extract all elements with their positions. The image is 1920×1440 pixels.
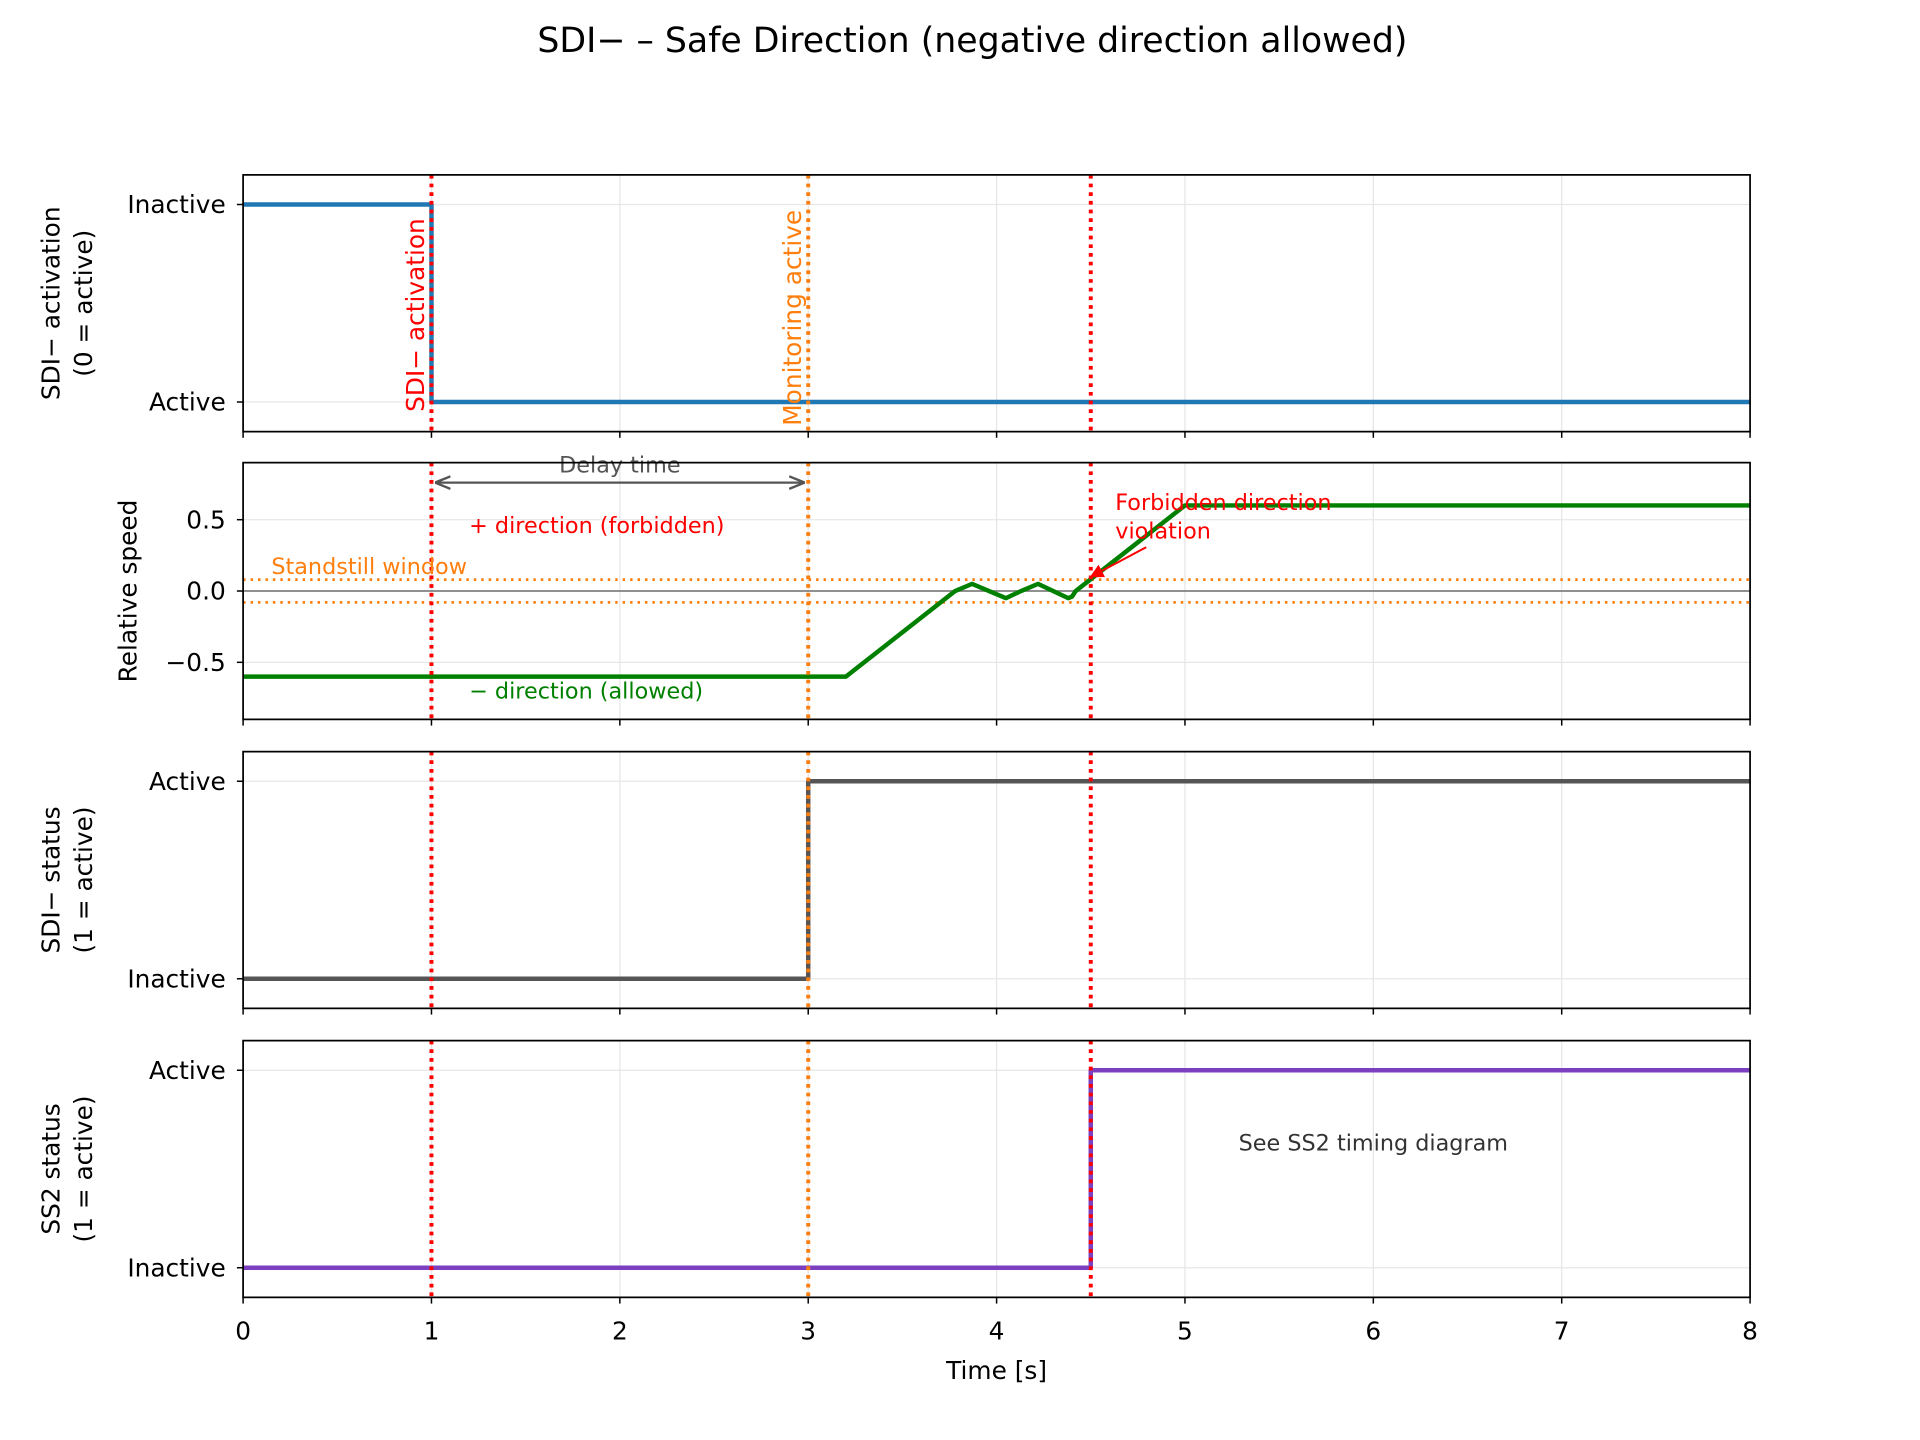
y-axis-label-line: SDI− activation xyxy=(37,206,66,400)
axes-frame xyxy=(242,461,1751,721)
y-tick-label: Active xyxy=(149,767,226,796)
x-tick-label: 0 xyxy=(235,1317,251,1346)
y-tick-label: 0.5 xyxy=(186,505,225,534)
x-tick-label: 1 xyxy=(424,1317,440,1346)
plot-area xyxy=(243,462,1751,720)
x-axis-label: Time [s] xyxy=(945,1356,1047,1385)
x-tick-label: 6 xyxy=(1365,1317,1381,1346)
annotation: Monitoring active xyxy=(778,210,807,426)
axes-frame xyxy=(242,174,1751,433)
annotation: See SS2 timing diagram xyxy=(1239,1131,1508,1157)
y-axis-label-line: Relative speed xyxy=(113,500,142,683)
y-tick-label: Inactive xyxy=(127,964,225,993)
series-line xyxy=(243,779,1751,981)
plot-area xyxy=(243,1040,1751,1298)
y-axis-label-line: (1 = active) xyxy=(69,1095,98,1242)
annotation-line: violation xyxy=(1115,519,1211,545)
figure-title: SDI− – Safe Direction (negative directio… xyxy=(537,21,1407,61)
plot-area xyxy=(243,751,1751,1009)
y-axis-label: SDI− status (1 = active) xyxy=(37,806,98,953)
axes-frame xyxy=(242,1039,1751,1299)
y-axis-label-line: (0 = active) xyxy=(69,230,98,377)
x-tick-label: 4 xyxy=(989,1317,1005,1346)
series-line xyxy=(243,503,1751,679)
x-tick-label: 2 xyxy=(612,1317,628,1346)
annotation: SDI− activation xyxy=(401,218,430,412)
y-tick-label: 0.0 xyxy=(186,577,225,606)
annotation-arrow xyxy=(1089,546,1147,578)
plot-area xyxy=(243,174,1751,432)
y-axis-label-line: SS2 status xyxy=(37,1103,66,1234)
y-tick-label: Inactive xyxy=(127,1253,225,1282)
y-tick-label: Inactive xyxy=(127,190,225,219)
series-line xyxy=(243,1068,1751,1270)
y-tick-label: Active xyxy=(149,1056,226,1085)
annotation: + direction (forbidden) xyxy=(469,513,724,539)
annotation: Forbidden direction violation xyxy=(1115,490,1331,545)
y-tick-label: Active xyxy=(149,388,226,417)
annotation: − direction (allowed) xyxy=(469,678,703,704)
y-tick-label: −0.5 xyxy=(166,648,226,677)
x-tick-label: 7 xyxy=(1554,1317,1570,1346)
annotation: Standstill window xyxy=(271,554,467,580)
span-label: Delay time xyxy=(559,453,681,479)
y-axis-label-line: SDI− status xyxy=(37,806,66,953)
x-tick-label: 5 xyxy=(1177,1317,1193,1346)
y-axis-label: SDI− activation (0 = active) xyxy=(37,206,98,400)
y-axis-label: Relative speed xyxy=(113,500,142,683)
y-axis-label-line: (1 = active) xyxy=(69,806,98,953)
x-tick-label: 8 xyxy=(1742,1317,1758,1346)
annotation-line: Forbidden direction xyxy=(1115,490,1331,516)
x-tick-label: 3 xyxy=(800,1317,816,1346)
axes-frame xyxy=(242,750,1751,1010)
y-axis-label: SS2 status (1 = active) xyxy=(37,1095,98,1242)
